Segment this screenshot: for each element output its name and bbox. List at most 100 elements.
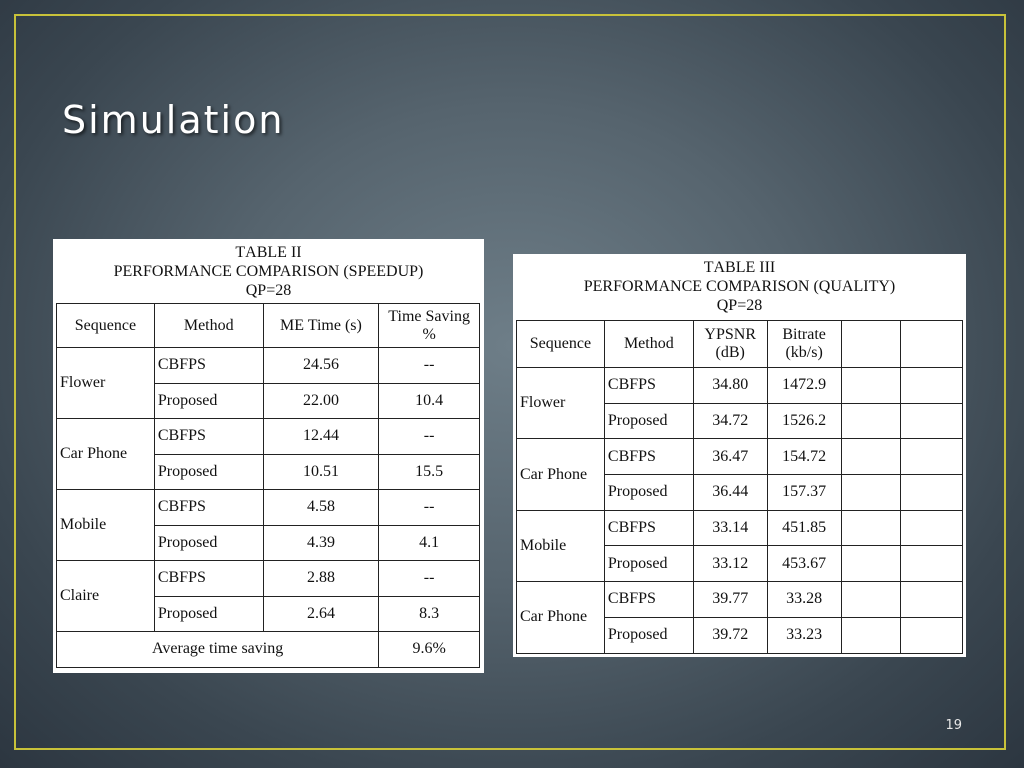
empty-cell xyxy=(840,616,902,654)
table-row: Proposed 34.72 1526.2 xyxy=(517,402,963,440)
value-cell: 33.28 xyxy=(766,581,842,618)
table-label: TABLE III xyxy=(703,259,776,276)
sequence-cell: Flower xyxy=(56,347,155,419)
table-row: Car Phone CBFPS 36.47 154.72 xyxy=(516,438,963,511)
value-cell: -- xyxy=(378,489,480,526)
empty-header-cell xyxy=(900,320,963,368)
value-cell: 36.44 xyxy=(692,474,768,511)
empty-cell xyxy=(840,367,902,404)
method-cell: CBFPS xyxy=(153,347,264,384)
method-cell: Proposed xyxy=(603,474,694,511)
method-cell: Proposed xyxy=(153,524,264,561)
table-row: Proposed 2.64 8.3 xyxy=(57,595,480,632)
value-cell: 4.1 xyxy=(378,524,480,561)
average-value-cell: 9.6% xyxy=(378,631,480,668)
empty-cell xyxy=(840,438,902,476)
table-quality-image: TABLE III PERFORMANCE COMPARISON (QUALIT… xyxy=(513,254,966,657)
table-speedup-image: TABLE II PERFORMANCE COMPARISON (SPEEDUP… xyxy=(53,239,484,673)
average-label-cell: Average time saving xyxy=(55,631,380,668)
empty-cell xyxy=(900,402,963,440)
quality-table: Sequence Method YPSNR (dB) Bitrate (kb/s… xyxy=(516,320,963,654)
value-cell: 451.85 xyxy=(766,509,842,547)
empty-cell xyxy=(900,509,963,547)
table-qp: QP=28 xyxy=(245,282,292,300)
value-cell: 34.80 xyxy=(692,367,768,404)
value-cell: 36.47 xyxy=(692,438,768,476)
empty-cell xyxy=(840,545,902,583)
sequence-cell: Mobile xyxy=(56,489,155,561)
header-cell: Sequence xyxy=(516,320,605,368)
sequence-cell: Car Phone xyxy=(56,418,155,490)
method-cell: Proposed xyxy=(153,453,264,490)
table-caption: TABLE II PERFORMANCE COMPARISON (SPEEDUP… xyxy=(53,239,484,303)
value-cell: 157.37 xyxy=(766,474,842,511)
empty-cell xyxy=(840,581,902,618)
value-cell: 1526.2 xyxy=(766,402,842,440)
method-cell: CBFPS xyxy=(603,367,694,404)
table-row: Claire CBFPS 2.88 -- xyxy=(56,560,480,632)
value-cell: -- xyxy=(378,347,480,384)
sequence-cell: Car Phone xyxy=(516,438,605,511)
value-cell: 33.23 xyxy=(766,616,842,654)
value-cell: 4.39 xyxy=(262,524,380,561)
page-number: 19 xyxy=(945,718,962,733)
method-cell: CBFPS xyxy=(603,509,694,547)
table-row: Flower CBFPS 34.80 1472.9 xyxy=(516,366,963,440)
header-cell: Method xyxy=(603,320,694,368)
table-label: TABLE II xyxy=(235,244,302,261)
empty-header-cell xyxy=(840,320,902,368)
value-cell: 1472.9 xyxy=(766,367,842,404)
table-row: Proposed 22.00 10.4 xyxy=(57,382,480,419)
slide-title: Simulation xyxy=(62,98,285,142)
empty-cell xyxy=(900,545,963,583)
header-cell: Method xyxy=(153,303,264,348)
slide-frame xyxy=(14,14,1006,750)
method-cell: CBFPS xyxy=(153,560,264,597)
empty-cell xyxy=(900,474,963,511)
method-cell: CBFPS xyxy=(153,418,264,455)
value-cell: 10.4 xyxy=(378,382,480,419)
value-cell: 453.67 xyxy=(766,545,842,583)
value-cell: 22.00 xyxy=(262,382,380,419)
table-row: Proposed 4.39 4.1 xyxy=(57,524,480,561)
header-cell: Time Saving % xyxy=(378,303,480,348)
value-cell: 15.5 xyxy=(378,453,480,490)
table-title: PERFORMANCE COMPARISON (SPEEDUP) xyxy=(113,263,424,281)
table-row: Mobile CBFPS 4.58 -- xyxy=(56,489,480,561)
empty-cell xyxy=(840,509,902,547)
value-cell: 2.88 xyxy=(262,560,380,597)
method-cell: Proposed xyxy=(603,402,694,440)
value-cell: 12.44 xyxy=(262,418,380,455)
sequence-cell: Mobile xyxy=(516,509,605,583)
empty-cell xyxy=(840,402,902,440)
value-cell: 8.3 xyxy=(378,595,480,632)
value-cell: 10.51 xyxy=(262,453,380,490)
value-cell: 4.58 xyxy=(262,489,380,526)
value-cell: -- xyxy=(378,418,480,455)
table-qp: QP=28 xyxy=(716,297,763,315)
value-cell: 39.72 xyxy=(692,616,768,654)
table-title: PERFORMANCE COMPARISON (QUALITY) xyxy=(583,278,896,296)
method-cell: Proposed xyxy=(603,616,694,654)
header-cell: Sequence xyxy=(56,303,155,348)
sequence-cell: Flower xyxy=(516,366,605,440)
empty-cell xyxy=(900,616,963,654)
value-cell: 33.14 xyxy=(692,509,768,547)
empty-cell xyxy=(900,367,963,404)
header-cell: YPSNR (dB) xyxy=(692,320,768,368)
value-cell: 24.56 xyxy=(262,347,380,384)
empty-cell xyxy=(900,581,963,618)
table-row: Proposed 33.12 453.67 xyxy=(517,545,963,583)
sequence-cell: Car Phone xyxy=(516,581,605,654)
method-cell: Proposed xyxy=(153,382,264,419)
table-header-row: Sequence Method YPSNR (dB) Bitrate (kb/s… xyxy=(516,320,963,368)
table-caption: TABLE III PERFORMANCE COMPARISON (QUALIT… xyxy=(513,254,966,320)
empty-cell xyxy=(900,438,963,476)
value-cell: 154.72 xyxy=(766,438,842,476)
method-cell: CBFPS xyxy=(603,581,694,618)
value-cell: -- xyxy=(378,560,480,597)
table-row: Flower CBFPS 24.56 -- xyxy=(56,347,480,419)
value-cell: 34.72 xyxy=(692,402,768,440)
method-cell: Proposed xyxy=(153,595,264,632)
method-cell: CBFPS xyxy=(153,489,264,526)
